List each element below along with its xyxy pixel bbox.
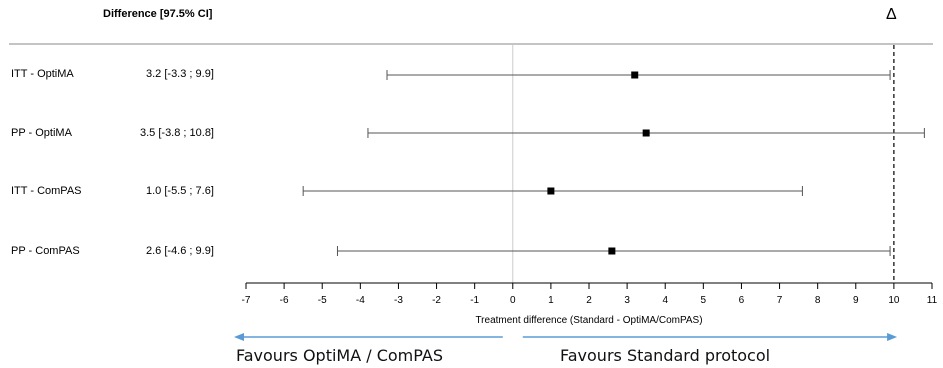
x-tick-label: 7 bbox=[777, 295, 783, 306]
x-tick-label: -3 bbox=[394, 295, 403, 306]
x-tick-label: -6 bbox=[280, 295, 289, 306]
x-tick-label: -5 bbox=[318, 295, 327, 306]
row-label: PP - ComPAS bbox=[11, 245, 80, 257]
favours-left-arrowhead bbox=[234, 333, 244, 341]
x-tick-label: 5 bbox=[701, 295, 707, 306]
row-ci-text: 2.6 [-4.6 ; 9.9] bbox=[146, 245, 214, 257]
point-estimate bbox=[631, 71, 639, 79]
x-tick-label: 9 bbox=[853, 295, 859, 306]
row-label: ITT - ComPAS bbox=[11, 185, 82, 197]
x-tick-label: 11 bbox=[927, 295, 938, 306]
x-tick-label: -1 bbox=[470, 295, 479, 306]
point-estimate bbox=[547, 187, 555, 195]
x-tick-label: -7 bbox=[242, 295, 251, 306]
row-ci-text: 3.5 [-3.8 ; 10.8] bbox=[140, 127, 214, 139]
row-label: PP - OptiMA bbox=[11, 127, 72, 139]
x-tick-label: 3 bbox=[624, 295, 630, 306]
favours-right-arrowhead bbox=[887, 333, 898, 341]
row-ci-text: 3.2 [-3.3 ; 9.9] bbox=[146, 68, 214, 80]
x-tick-label: -4 bbox=[356, 295, 365, 306]
x-tick-label: 8 bbox=[815, 295, 821, 306]
x-tick-label: 1 bbox=[548, 295, 554, 306]
favours-right-label: Favours Standard protocol bbox=[560, 346, 771, 365]
row-ci-text: 1.0 [-5.5 ; 7.6] bbox=[146, 185, 214, 197]
x-tick-label: -2 bbox=[432, 295, 441, 306]
row-label: ITT - OptiMA bbox=[11, 68, 74, 80]
x-tick-label: 10 bbox=[888, 295, 900, 306]
margin-symbol: Δ bbox=[886, 6, 897, 23]
x-tick-label: 6 bbox=[739, 295, 745, 306]
favours-left-label: Favours OptiMA / ComPAS bbox=[236, 346, 443, 365]
column-header: Difference [97.5% CI] bbox=[103, 8, 213, 20]
x-axis-label: Treatment difference (Standard - OptiMA/… bbox=[475, 315, 702, 326]
x-tick-label: 0 bbox=[510, 295, 516, 306]
point-estimate bbox=[642, 129, 650, 137]
x-tick-label: 2 bbox=[586, 295, 592, 306]
x-tick-label: 4 bbox=[662, 295, 668, 306]
point-estimate bbox=[608, 247, 616, 255]
